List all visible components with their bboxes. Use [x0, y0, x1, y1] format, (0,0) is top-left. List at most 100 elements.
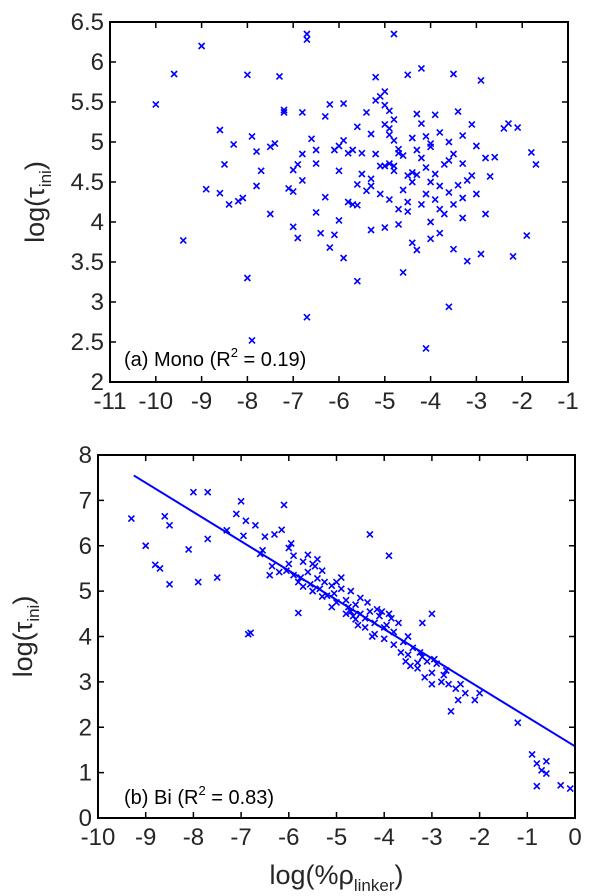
data-point [463, 257, 471, 265]
data-point [340, 136, 348, 144]
x-tick-label: 0 [568, 824, 581, 851]
panel-b-fit-line [133, 474, 576, 748]
x-tick-label: -1 [557, 388, 578, 415]
data-point [261, 533, 269, 541]
data-point [436, 205, 444, 213]
data-point [367, 182, 375, 190]
data-point [404, 172, 412, 180]
data-point [385, 610, 393, 618]
y-tick-label: 6.5 [71, 9, 104, 36]
x-tick-label: -3 [466, 388, 487, 415]
data-point [456, 680, 465, 688]
data-point [427, 235, 435, 243]
data-point [533, 759, 541, 768]
data-point [321, 112, 329, 120]
x-tick-label: -7 [283, 388, 304, 415]
data-point [408, 239, 416, 247]
data-point [385, 196, 393, 204]
data-point [278, 526, 286, 534]
data-point [321, 578, 329, 586]
data-point [354, 621, 362, 629]
data-point [459, 132, 467, 140]
data-point [390, 641, 398, 649]
data-point [127, 514, 135, 523]
data-point [397, 648, 405, 656]
x-tick-label: -5 [374, 388, 395, 415]
data-point [378, 607, 386, 616]
data-point [189, 488, 197, 496]
data-point [476, 689, 484, 697]
data-point [376, 190, 384, 198]
data-point [404, 632, 412, 641]
data-point [326, 244, 334, 252]
data-point [353, 123, 361, 131]
data-point [234, 197, 242, 205]
data-point [440, 671, 448, 679]
data-point [337, 585, 345, 593]
x-tick-label: -1 [517, 824, 538, 851]
data-point [390, 162, 398, 170]
data-point [280, 501, 288, 509]
x-tick-label: -9 [191, 388, 212, 415]
data-point [361, 623, 369, 631]
data-point [239, 194, 247, 202]
data-point [366, 530, 374, 538]
data-point [427, 178, 435, 186]
data-point [542, 757, 550, 765]
data-point [417, 64, 426, 72]
data-point [268, 562, 276, 570]
x-tick-label: -8 [183, 824, 204, 851]
data-point [422, 344, 430, 352]
data-point [445, 156, 453, 164]
data-point [285, 544, 293, 552]
data-point [472, 142, 480, 150]
data-point [362, 108, 371, 116]
data-point [335, 167, 343, 175]
data-point [372, 73, 380, 81]
data-point [349, 612, 357, 620]
data-point [142, 542, 150, 550]
y-tick-label: 6 [79, 533, 92, 560]
data-point [423, 657, 431, 666]
data-point [449, 200, 458, 208]
data-point [408, 168, 416, 176]
data-point [375, 612, 383, 620]
data-point [486, 172, 494, 180]
data-point [372, 150, 380, 158]
data-point [237, 497, 245, 505]
data-point [427, 218, 435, 226]
y-tick-label: 0 [79, 805, 92, 832]
data-point [165, 580, 174, 588]
data-point [523, 232, 531, 240]
data-point [437, 678, 446, 686]
y-tick-label: 6 [91, 49, 104, 76]
data-point [542, 769, 550, 778]
data-point [232, 510, 240, 518]
data-point [204, 535, 212, 543]
y-tick-label: 4 [79, 624, 92, 651]
data-point [394, 149, 403, 157]
data-point [421, 673, 429, 681]
data-point [380, 635, 388, 643]
x-tick-label: -4 [374, 824, 395, 851]
data-point [353, 180, 361, 188]
data-point [337, 573, 345, 582]
data-point [271, 140, 279, 148]
panel-a: -11 -10 -9 -8 -7 -6 -5 -4 -3 -2 -1 2 2.5 3 3.5 4 4.5 5 5.5… [20, 9, 579, 415]
data-point [353, 201, 361, 209]
data-point [422, 164, 430, 172]
y-tick-label: 5 [79, 578, 92, 605]
data-point [303, 313, 311, 321]
data-point [385, 160, 393, 168]
data-point [289, 188, 297, 196]
x-tick-label: -10 [138, 388, 173, 415]
data-point [363, 598, 372, 607]
data-point [477, 76, 485, 84]
y-tick-label: 2 [79, 714, 92, 741]
data-point [445, 303, 453, 311]
data-point [243, 71, 251, 79]
data-point [381, 101, 389, 109]
data-point [413, 146, 421, 154]
y-tick-label: 1 [79, 760, 92, 787]
